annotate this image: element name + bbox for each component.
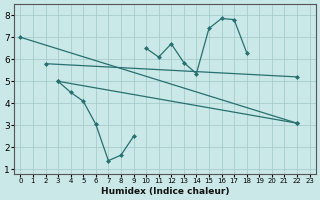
X-axis label: Humidex (Indice chaleur): Humidex (Indice chaleur) (101, 187, 229, 196)
